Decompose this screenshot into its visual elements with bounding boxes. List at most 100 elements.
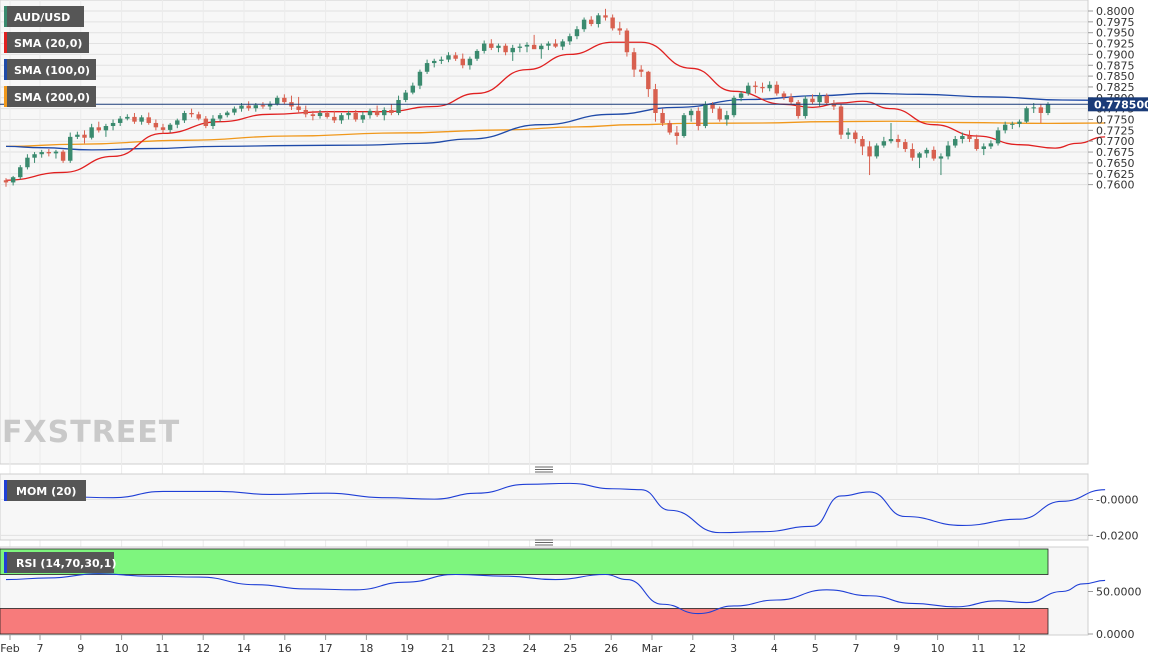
candle-body <box>410 85 416 93</box>
candle <box>860 135 865 156</box>
candle <box>117 116 123 127</box>
candle-body <box>1038 107 1044 113</box>
time-tick-label: 19 <box>400 642 414 655</box>
candle <box>189 108 194 118</box>
candle-body <box>881 141 887 146</box>
candle-body <box>160 127 166 130</box>
candle-body <box>432 60 437 64</box>
candle <box>374 105 380 117</box>
candle-body <box>453 55 458 59</box>
candle <box>153 119 159 131</box>
candle <box>624 28 630 57</box>
candle <box>96 121 101 133</box>
candle <box>895 134 901 148</box>
candle <box>560 39 565 51</box>
legend-item-sma100[interactable]: SMA (100,0) <box>4 59 96 80</box>
candle-body <box>617 28 622 31</box>
candle <box>874 143 879 159</box>
candle <box>332 110 337 123</box>
candle <box>553 39 558 48</box>
time-tick-label: Mar <box>642 642 663 655</box>
candle <box>995 127 1001 146</box>
time-tick-label: 21 <box>441 642 455 655</box>
candle <box>203 116 209 129</box>
candle <box>210 115 216 130</box>
candles <box>3 8 1051 187</box>
candle <box>382 107 387 121</box>
candle <box>674 126 680 145</box>
candle-body <box>917 153 922 158</box>
time-tick-label: 24 <box>523 642 537 655</box>
price-tick-label: 0.7675 <box>1096 146 1135 159</box>
rsi-path <box>5 573 1106 615</box>
splitter-handle-mom[interactable] <box>535 466 553 473</box>
candle <box>1017 119 1022 128</box>
candle-body <box>767 84 772 89</box>
candle-body <box>631 52 637 70</box>
price-tick-label: 0.7600 <box>1096 179 1135 192</box>
candle-body <box>439 59 444 61</box>
legend-item-mom[interactable]: MOM (20) <box>4 480 86 501</box>
legend-item-rsi[interactable]: RSI (14,70,30,1) <box>4 552 116 573</box>
candle <box>467 56 473 70</box>
rsi-swatch <box>4 552 7 573</box>
candle <box>960 132 965 144</box>
mom-y-axis: -0.0000 -0.0200 <box>1088 493 1138 542</box>
candle <box>531 34 537 50</box>
candle <box>182 110 187 123</box>
candle <box>803 95 808 119</box>
time-tick-label: 14 <box>237 642 251 655</box>
candle-body <box>139 117 144 122</box>
rsi-tick-label: 0.0000 <box>1096 628 1135 641</box>
candle <box>945 141 951 160</box>
candle-body <box>460 58 465 66</box>
splitter-handle-rsi[interactable] <box>535 539 553 546</box>
candle-body <box>53 151 59 154</box>
candle <box>931 146 937 161</box>
candle-body <box>68 136 73 161</box>
candle-body <box>710 104 715 109</box>
candle <box>1002 121 1008 134</box>
candle-body <box>988 143 994 147</box>
candle-body <box>603 15 608 18</box>
time-tick-label: 7 <box>37 642 44 655</box>
candle-body <box>1010 123 1015 125</box>
mom-line <box>5 482 1106 534</box>
candle <box>653 83 658 122</box>
legend-item-sma20[interactable]: SMA (20,0) <box>4 32 89 53</box>
time-tick-label: 5 <box>812 642 819 655</box>
candle-body <box>10 177 16 183</box>
candle-body <box>981 146 986 150</box>
candle <box>160 123 166 134</box>
candle <box>267 101 273 110</box>
candle <box>838 104 844 140</box>
candle <box>596 13 601 28</box>
candle-body <box>125 116 130 119</box>
candle <box>574 26 580 40</box>
candle-body <box>217 115 223 119</box>
price-tick-label: 0.7825 <box>1096 81 1135 94</box>
candle-body <box>667 122 672 133</box>
candle-body <box>203 118 209 127</box>
candle-body <box>210 118 216 127</box>
candle-body <box>567 36 573 42</box>
candle-body <box>531 44 537 50</box>
candle <box>646 70 651 97</box>
price-tick-label: 0.7875 <box>1096 59 1135 72</box>
candle-body <box>610 17 615 29</box>
legend-item-sma200[interactable]: SMA (200,0) <box>4 86 96 107</box>
candle <box>888 122 894 144</box>
candle <box>924 147 929 158</box>
candle <box>324 110 330 119</box>
candle-body <box>182 112 187 121</box>
candle <box>424 59 430 74</box>
price-panel <box>0 0 1089 465</box>
candle <box>360 111 366 123</box>
rsi-line <box>5 573 1106 615</box>
legend-item-audusd[interactable]: AUD/USD <box>4 6 84 27</box>
candle <box>3 178 9 187</box>
candle <box>246 101 251 111</box>
candle-body <box>481 43 487 51</box>
candle-body <box>910 149 915 158</box>
time-tick-label: 25 <box>563 642 577 655</box>
